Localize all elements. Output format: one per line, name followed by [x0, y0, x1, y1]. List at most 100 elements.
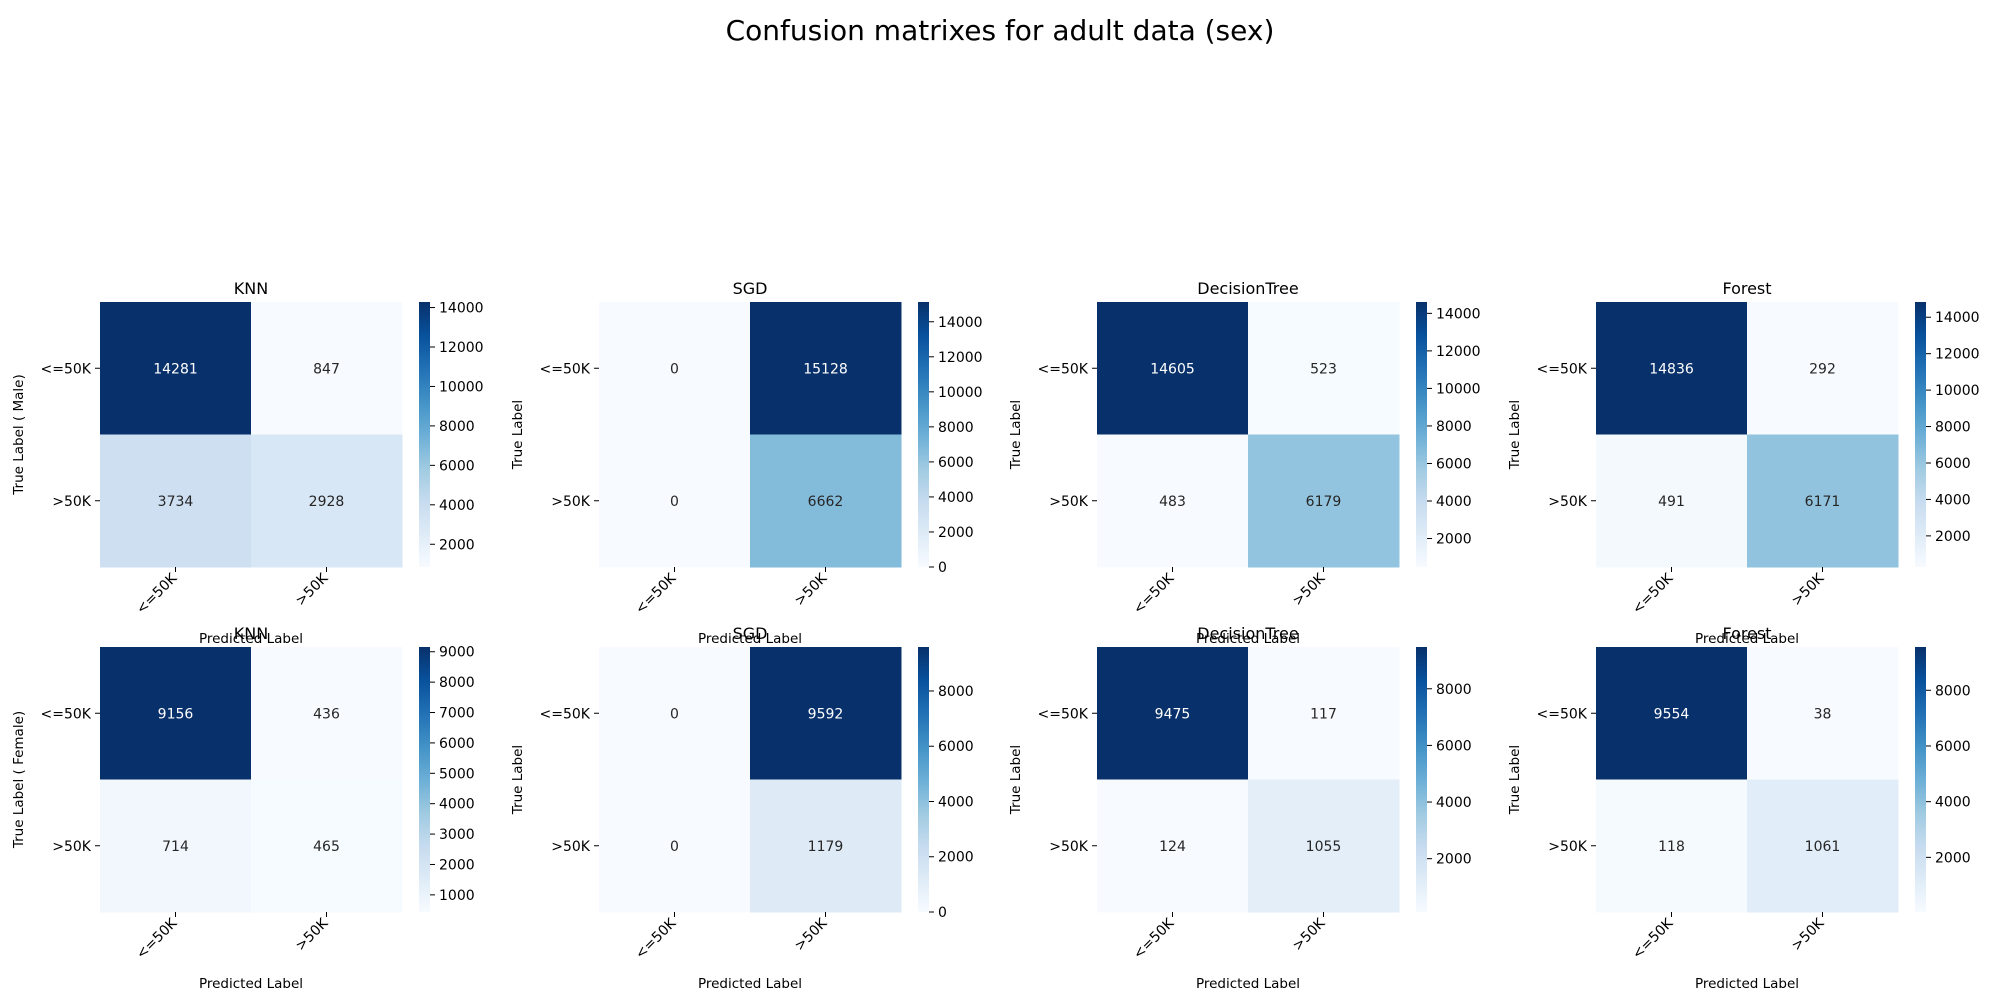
- colorbar-tick-label-knn-female-3: 4000: [439, 797, 475, 813]
- cell-value-forest-male-1-1: 6171: [1805, 494, 1841, 510]
- cell-value-decisiontree-male-0-0: 14605: [1150, 361, 1195, 377]
- cell-value-sgd-male-1-1: 6662: [808, 494, 844, 510]
- cell-forest-male-0-0: [1596, 302, 1748, 435]
- cell-decisiontree-female-0-0: [1097, 647, 1249, 780]
- cell-value-forest-female-1-0: 118: [1658, 839, 1685, 855]
- colorbar-decisiontree-female: [1416, 647, 1427, 912]
- cell-forest-female-0-0: [1596, 647, 1748, 780]
- xlabel-knn-female: Predicted Label: [199, 976, 303, 992]
- colorbar-forest-female: [1915, 647, 1926, 912]
- cell-value-knn-female-1-1: 465: [313, 839, 340, 855]
- ytick-label-decisiontree-female-0: <=50K: [1038, 706, 1089, 722]
- cell-sgd-female-1-0: [599, 779, 751, 913]
- colorbar-tick-label-sgd-male-5: 10000: [938, 385, 983, 401]
- xtick-label-forest-male-1: >50K: [1789, 570, 1828, 609]
- cell-value-sgd-female-1-0: 0: [670, 839, 679, 855]
- colorbar-tick-label-knn-male-6: 14000: [439, 301, 484, 317]
- colorbar-tick-label-sgd-male-4: 8000: [938, 420, 974, 436]
- colorbar-tick-label-decisiontree-male-0: 2000: [1436, 532, 1472, 548]
- cell-forest-male-1-0: [1596, 434, 1748, 568]
- cell-sgd-male-1-0: [599, 434, 751, 568]
- colorbar-tick-label-sgd-male-3: 6000: [938, 455, 974, 471]
- colorbar-decisiontree-male: [1416, 302, 1427, 567]
- cell-sgd-female-1-1: [750, 779, 902, 913]
- xtick-label-decisiontree-female-1: >50K: [1290, 915, 1329, 954]
- cell-forest-female-1-0: [1596, 779, 1748, 913]
- colorbar-tick-label-sgd-female-3: 6000: [938, 739, 974, 755]
- colorbar-forest-male: [1915, 302, 1926, 567]
- cell-value-forest-male-0-1: 292: [1809, 361, 1836, 377]
- cell-decisiontree-male-1-1: [1248, 434, 1400, 568]
- cell-knn-female-1-1: [251, 779, 403, 913]
- cell-knn-male-1-0: [100, 434, 252, 568]
- cell-value-decisiontree-male-0-1: 523: [1310, 361, 1337, 377]
- colorbar-tick-label-knn-female-4: 5000: [439, 766, 475, 782]
- ytick-label-forest-male-0: <=50K: [1537, 361, 1588, 377]
- cell-forest-male-0-1: [1747, 302, 1899, 435]
- colorbar-tick-label-decisiontree-female-2: 6000: [1436, 738, 1472, 754]
- colorbar-tick-label-knn-female-8: 9000: [439, 645, 475, 661]
- colorbar-tick-label-forest-male-5: 12000: [1935, 347, 1980, 363]
- cell-knn-male-1-1: [251, 434, 403, 568]
- cell-value-knn-male-0-0: 14281: [153, 361, 198, 377]
- ylabel-sgd-male: True Label: [510, 400, 526, 470]
- cell-knn-female-0-1: [251, 647, 403, 780]
- ytick-label-sgd-male-0: <=50K: [540, 361, 591, 377]
- colorbar-tick-label-knn-female-7: 8000: [439, 675, 475, 691]
- colorbar-tick-label-forest-female-3: 8000: [1935, 683, 1971, 699]
- colorbar-tick-label-sgd-male-2: 4000: [938, 490, 974, 506]
- cell-decisiontree-female-1-1: [1248, 779, 1400, 913]
- colorbar-tick-label-knn-male-4: 10000: [439, 379, 484, 395]
- cell-knn-female-1-0: [100, 779, 252, 913]
- cell-value-sgd-male-0-0: 0: [670, 361, 679, 377]
- panel-title-decisiontree-female: DecisionTree: [1197, 624, 1298, 643]
- xtick-label-forest-female-0: <=50K: [1629, 915, 1677, 963]
- ylabel-decisiontree-female: True Label: [1008, 745, 1024, 815]
- cell-value-sgd-female-1-1: 1179: [808, 839, 844, 855]
- cell-sgd-male-0-1: [750, 302, 902, 435]
- cell-sgd-male-0-0: [599, 302, 751, 435]
- cell-value-decisiontree-female-1-1: 1055: [1306, 839, 1342, 855]
- ytick-label-sgd-male-1: >50K: [551, 494, 591, 510]
- panel-title-decisiontree-male: DecisionTree: [1197, 279, 1298, 298]
- cell-value-knn-male-0-1: 847: [313, 361, 340, 377]
- colorbar-tick-label-forest-male-3: 8000: [1935, 420, 1971, 436]
- panel-title-sgd-female: SGD: [733, 624, 768, 643]
- colorbar-tick-label-sgd-female-1: 2000: [938, 850, 974, 866]
- cell-knn-male-0-0: [100, 302, 252, 435]
- colorbar-tick-label-sgd-male-0: 0: [938, 560, 947, 576]
- colorbar-tick-label-decisiontree-male-2: 6000: [1436, 456, 1472, 472]
- cell-value-decisiontree-male-1-0: 483: [1159, 494, 1186, 510]
- cell-forest-male-1-1: [1747, 434, 1899, 568]
- colorbar-tick-label-sgd-male-6: 12000: [938, 350, 983, 366]
- colorbar-tick-label-knn-female-5: 6000: [439, 736, 475, 752]
- colorbar-tick-label-decisiontree-male-6: 14000: [1436, 306, 1481, 322]
- cell-value-knn-male-1-0: 3734: [158, 494, 194, 510]
- cell-sgd-female-0-0: [599, 647, 751, 780]
- ytick-label-knn-male-0: <=50K: [41, 361, 92, 377]
- colorbar-tick-label-decisiontree-male-1: 4000: [1436, 494, 1472, 510]
- cell-value-decisiontree-male-1-1: 6179: [1306, 494, 1342, 510]
- colorbar-tick-label-forest-male-4: 10000: [1935, 383, 1980, 399]
- colorbar-tick-label-knn-male-3: 8000: [439, 419, 475, 435]
- colorbar-tick-label-knn-female-2: 3000: [439, 827, 475, 843]
- xtick-label-sgd-male-1: >50K: [792, 570, 831, 609]
- cell-value-forest-female-0-0: 9554: [1654, 706, 1690, 722]
- cell-value-sgd-female-0-1: 9592: [808, 706, 844, 722]
- colorbar-tick-label-decisiontree-female-0: 2000: [1436, 852, 1472, 868]
- xlabel-decisiontree-male: Predicted Label: [1196, 631, 1300, 647]
- cell-forest-female-0-1: [1747, 647, 1899, 780]
- cell-value-decisiontree-female-0-0: 9475: [1155, 706, 1191, 722]
- cell-value-forest-male-0-0: 14836: [1649, 361, 1694, 377]
- colorbar-knn-female: [419, 647, 430, 912]
- colorbar-tick-label-forest-female-0: 2000: [1935, 850, 1971, 866]
- cell-decisiontree-female-1-0: [1097, 779, 1249, 913]
- xlabel-sgd-male: Predicted Label: [698, 631, 802, 647]
- colorbar-tick-label-forest-male-6: 14000: [1935, 310, 1980, 326]
- colorbar-tick-label-knn-female-1: 2000: [439, 857, 475, 873]
- cell-value-knn-male-1-1: 2928: [309, 494, 345, 510]
- figure-title: Confusion matrixes for adult data (sex): [725, 14, 1275, 47]
- colorbar-tick-label-decisiontree-male-3: 8000: [1436, 419, 1472, 435]
- cell-decisiontree-female-0-1: [1248, 647, 1400, 780]
